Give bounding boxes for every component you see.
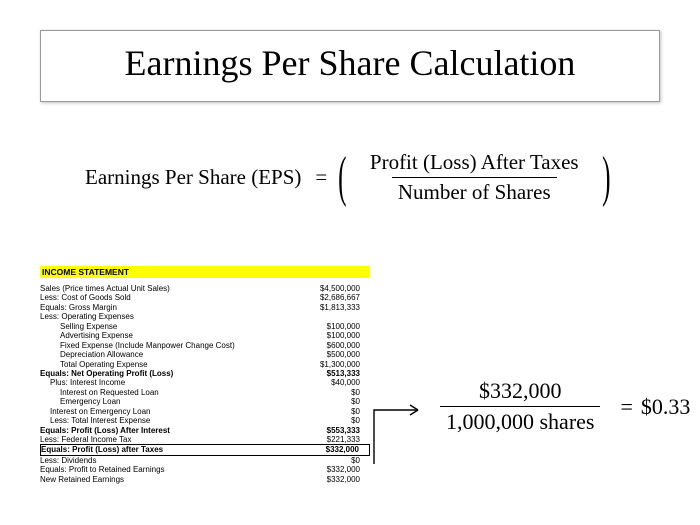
statement-row: Total Operating Expense$1,300,000 [40,360,370,369]
statement-label: New Retained Earnings [40,475,300,484]
calc-fraction: $332,000 1,000,000 shares [430,378,610,435]
formula-fraction: Profit (Loss) After Taxes Number of Shar… [354,150,595,205]
statement-value: $0 [300,407,370,416]
statement-row: Equals: Profit (Loss) After Interest$553… [40,426,370,435]
calc-result: $0.33 [641,394,691,420]
statement-label: Advertising Expense [40,331,300,340]
statement-label: Fixed Expense (Include Manpower Change C… [40,341,300,350]
equals-sign: = [315,165,327,190]
statement-label: Less: Operating Expenses [40,312,300,321]
income-statement-header: INCOME STATEMENT [40,266,370,278]
statement-row: Equals: Net Operating Profit (Loss)$513,… [40,369,370,378]
calc-numerator: $332,000 [473,378,568,406]
statement-row: Interest on Requested Loan$0 [40,388,370,397]
statement-label: Equals: Profit (Loss) After Interest [40,426,300,435]
statement-value: $332,000 [300,475,370,484]
statement-value: $0 [300,388,370,397]
statement-label: Sales (Price times Actual Unit Sales) [40,284,300,293]
arrow-icon [370,398,430,468]
statement-value: $100,000 [300,331,370,340]
statement-row: Equals: Gross Margin$1,813,333 [40,303,370,312]
statement-row: Fixed Expense (Include Manpower Change C… [40,341,370,350]
paren-left: ( [338,155,346,200]
statement-label: Equals: Net Operating Profit (Loss) [40,369,300,378]
calc-denominator: 1,000,000 shares [440,406,600,435]
statement-label: Total Operating Expense [40,360,300,369]
statement-row: Emergency Loan$0 [40,397,370,406]
statement-row: Interest on Emergency Loan$0 [40,407,370,416]
statement-row: Depreciation Allowance$500,000 [40,350,370,359]
income-statement: INCOME STATEMENT Sales (Price times Actu… [40,266,370,484]
statement-label: Less: Total Interest Expense [40,416,300,425]
formula-numerator: Profit (Loss) After Taxes [364,150,585,177]
statement-value: $332,000 [300,465,370,474]
statement-row: Sales (Price times Actual Unit Sales)$4,… [40,284,370,293]
eps-formula: Earnings Per Share (EPS) = ( Profit (Los… [85,150,615,205]
statement-label: Plus: Interest Income [40,378,300,387]
statement-value: $332,000 [299,445,369,454]
statement-label: Interest on Emergency Loan [40,407,300,416]
statement-row: Selling Expense$100,000 [40,322,370,331]
formula-denominator: Number of Shares [392,177,557,205]
statement-value: $40,000 [300,378,370,387]
page-title: Earnings Per Share Calculation [51,45,649,83]
statement-value: $553,333 [300,426,370,435]
title-box: Earnings Per Share Calculation [40,30,660,102]
statement-row: Less: Total Interest Expense$0 [40,416,370,425]
statement-label: Selling Expense [40,322,300,331]
statement-label: Emergency Loan [40,397,300,406]
statement-row: Less: Operating Expenses [40,312,370,321]
statement-row: Less: Federal Income Tax$221,333 [40,435,370,444]
statement-value: $4,500,000 [300,284,370,293]
statement-row: Equals: Profit (Loss) after Taxes$332,00… [40,444,370,455]
formula-lhs: Earnings Per Share (EPS) [85,165,301,190]
statement-value [300,312,370,321]
statement-row: Equals: Profit to Retained Earnings$332,… [40,465,370,474]
statement-label: Equals: Profit (Loss) after Taxes [41,445,299,454]
statement-row: Plus: Interest Income$40,000 [40,378,370,387]
statement-label: Less: Federal Income Tax [40,435,300,444]
statement-value: $513,333 [300,369,370,378]
statement-value: $0 [300,397,370,406]
statement-row: Advertising Expense$100,000 [40,331,370,340]
statement-value: $221,333 [300,435,370,444]
statement-label: Less: Cost of Goods Sold [40,293,300,302]
statement-label: Depreciation Allowance [40,350,300,359]
statement-label: Equals: Gross Margin [40,303,300,312]
statement-label: Less: Dividends [40,456,300,465]
statement-row: New Retained Earnings$332,000 [40,475,370,484]
statement-value: $1,300,000 [300,360,370,369]
statement-value: $0 [300,456,370,465]
statement-row: Less: Cost of Goods Sold$2,686,667 [40,293,370,302]
statement-value: $0 [300,416,370,425]
calc-equals: = [620,394,632,420]
statement-label: Interest on Requested Loan [40,388,300,397]
statement-label: Equals: Profit to Retained Earnings [40,465,300,474]
paren-right: ) [602,155,610,200]
statement-value: $1,813,333 [300,303,370,312]
statement-value: $2,686,667 [300,293,370,302]
statement-value: $100,000 [300,322,370,331]
statement-value: $600,000 [300,341,370,350]
statement-value: $500,000 [300,350,370,359]
statement-row: Less: Dividends$0 [40,456,370,465]
eps-calculation: $332,000 1,000,000 shares = $0.33 [428,378,690,435]
